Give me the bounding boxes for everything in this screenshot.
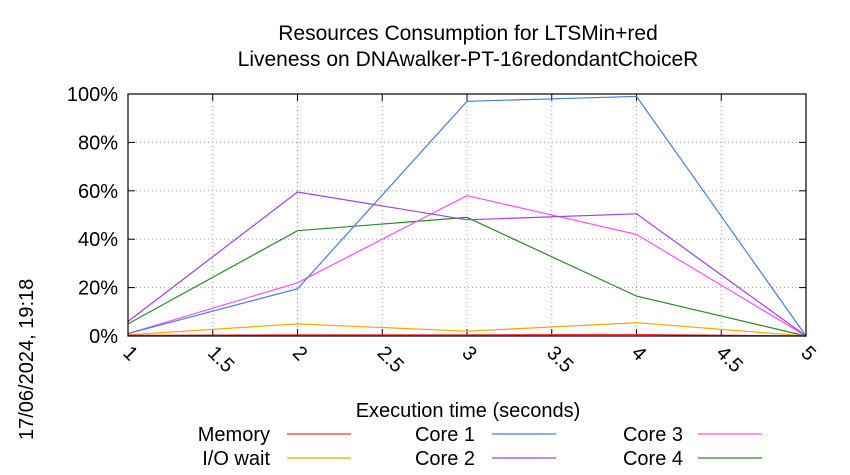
series-line-core-4: [127, 216, 807, 337]
x-tick-label: 4: [627, 342, 650, 365]
y-tick-label: 40%: [78, 229, 118, 251]
series-lines: [127, 95, 807, 337]
timestamp-label: 17/06/2024, 19:18: [16, 279, 38, 440]
chart-title-line-2: Liveness on DNAwalker-PT-16redondantChoi…: [238, 48, 699, 71]
x-tick-label: 2: [288, 342, 311, 365]
legend-label-core-3: Core 3: [623, 424, 683, 446]
x-axis-label: Execution time (seconds): [356, 400, 581, 422]
series-line-core-1: [127, 95, 807, 337]
x-tick-label: 5: [796, 342, 819, 365]
x-tick-label: 1: [118, 342, 141, 365]
legend-label-memory: Memory: [198, 424, 270, 446]
y-tick-label: 80%: [78, 132, 118, 154]
y-tick-label: 20%: [78, 278, 118, 300]
series-line-memory: [127, 333, 807, 337]
y-axis-ticks: 0% 20% 40% 60% 80% 100%: [67, 84, 806, 348]
grid: [127, 93, 807, 337]
legend-label-core-4: Core 4: [623, 448, 683, 470]
x-tick-label: 2.5: [373, 342, 408, 377]
y-tick-label: 100%: [67, 84, 118, 106]
x-tick-label: 3: [457, 342, 480, 365]
y-tick-label: 60%: [78, 181, 118, 203]
legend-label-core-1: Core 1: [415, 424, 475, 446]
y-tick-label: 0%: [89, 326, 118, 348]
series-line-core-2: [127, 191, 807, 337]
x-tick-label: 4.5: [712, 342, 747, 377]
legend-label-i-o-wait: I/O wait: [202, 448, 270, 470]
plot-frame: [127, 93, 807, 337]
chart-title-line-1: Resources Consumption for LTSMin+red: [278, 22, 658, 45]
series-line-i-o-wait: [127, 322, 807, 337]
x-tick-label: 1.5: [203, 342, 238, 377]
legend-label-core-2: Core 2: [415, 448, 475, 470]
series-line-core-3: [127, 194, 807, 337]
x-tick-label: 3.5: [542, 342, 577, 377]
